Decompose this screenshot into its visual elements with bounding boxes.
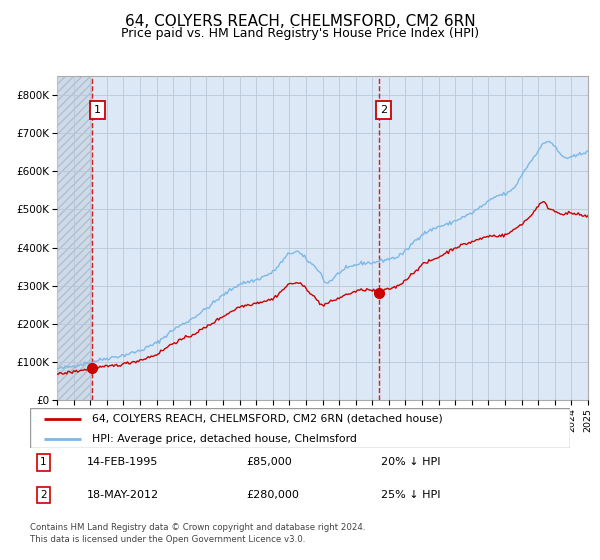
- FancyBboxPatch shape: [30, 408, 570, 448]
- Text: 14-FEB-1995: 14-FEB-1995: [86, 458, 158, 468]
- Text: Price paid vs. HM Land Registry's House Price Index (HPI): Price paid vs. HM Land Registry's House …: [121, 27, 479, 40]
- Text: £280,000: £280,000: [246, 490, 299, 500]
- Text: Contains HM Land Registry data © Crown copyright and database right 2024.
This d: Contains HM Land Registry data © Crown c…: [30, 522, 365, 544]
- Text: 25% ↓ HPI: 25% ↓ HPI: [381, 490, 440, 500]
- Text: £85,000: £85,000: [246, 458, 292, 468]
- Text: 2: 2: [380, 105, 387, 115]
- Text: 64, COLYERS REACH, CHELMSFORD, CM2 6RN: 64, COLYERS REACH, CHELMSFORD, CM2 6RN: [125, 14, 475, 29]
- Bar: [57, 76, 92, 400]
- Bar: [57, 76, 92, 400]
- Text: 1: 1: [40, 458, 47, 468]
- Text: 2: 2: [40, 490, 47, 500]
- Text: 20% ↓ HPI: 20% ↓ HPI: [381, 458, 440, 468]
- Text: HPI: Average price, detached house, Chelmsford: HPI: Average price, detached house, Chel…: [92, 434, 357, 444]
- Text: 18-MAY-2012: 18-MAY-2012: [86, 490, 159, 500]
- Text: 1: 1: [94, 105, 101, 115]
- Text: 64, COLYERS REACH, CHELMSFORD, CM2 6RN (detached house): 64, COLYERS REACH, CHELMSFORD, CM2 6RN (…: [92, 414, 443, 424]
